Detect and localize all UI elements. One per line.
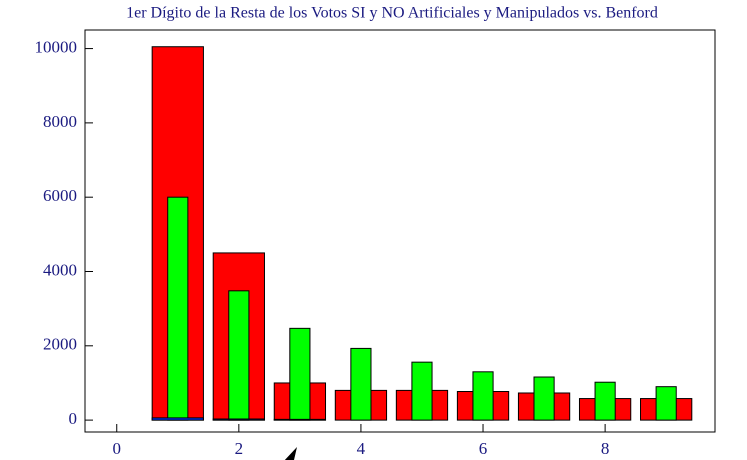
x-tick-label: 0 <box>112 439 121 458</box>
y-tick-label: 4000 <box>43 260 77 279</box>
plot-frame <box>84 29 716 433</box>
mouse-cursor <box>284 447 297 460</box>
bar <box>533 376 555 421</box>
y-tick-label: 10000 <box>35 37 78 56</box>
x-tick-label: 4 <box>357 439 366 458</box>
bar <box>167 196 189 421</box>
chart-title: 1er Dígito de la Resta de los Votos SI y… <box>126 5 658 22</box>
bar <box>273 418 327 421</box>
bar <box>350 347 372 421</box>
bar <box>151 417 204 421</box>
bar <box>212 418 265 421</box>
x-tick-label: 2 <box>235 439 244 458</box>
bar <box>472 371 494 421</box>
y-tick-label: 6000 <box>43 186 77 205</box>
y-tick-label: 2000 <box>43 335 77 354</box>
y-tick-label: 8000 <box>43 112 77 131</box>
y-tick-label: 0 <box>69 409 78 428</box>
bar <box>655 386 677 421</box>
x-tick-label: 6 <box>479 439 488 458</box>
bar <box>289 327 311 421</box>
bar <box>411 361 433 421</box>
x-tick-label: 8 <box>601 439 610 458</box>
bar <box>594 381 616 421</box>
bar <box>228 290 250 421</box>
